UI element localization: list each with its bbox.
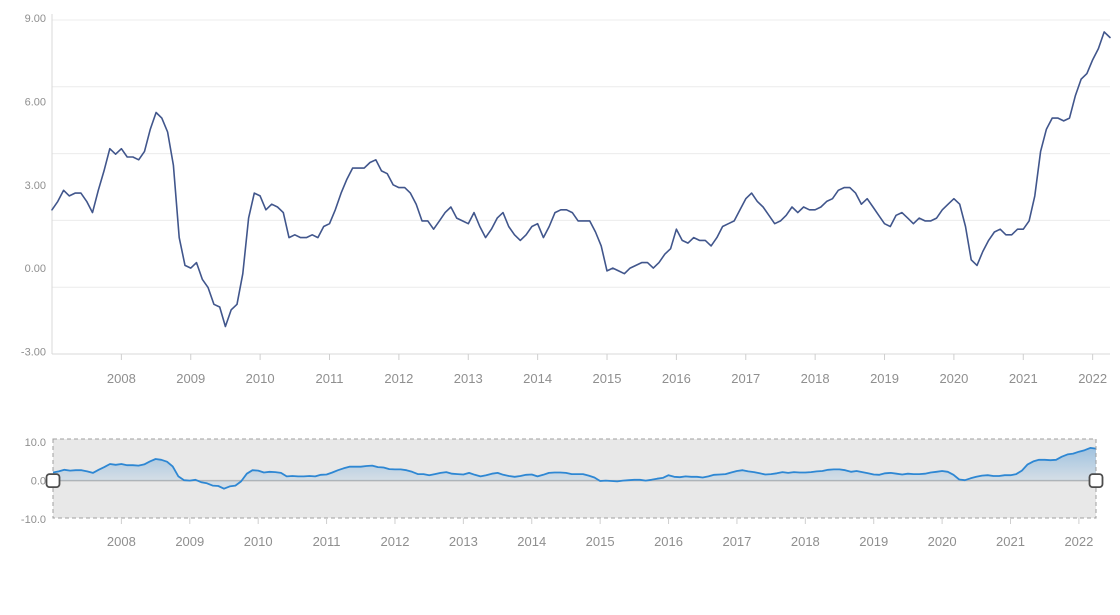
navigator-y-tick-label: -10.0 xyxy=(21,514,46,526)
x-axis-year-label: 2014 xyxy=(523,371,552,386)
x-axis-year-label: 2017 xyxy=(731,371,760,386)
navigator-year-label: 2010 xyxy=(244,534,273,549)
navigator-handles[interactable] xyxy=(45,473,1104,489)
navigator-scrollbar[interactable] xyxy=(52,438,1097,519)
navigator-year-label: 2021 xyxy=(996,534,1025,549)
x-axis-year-label: 2022 xyxy=(1078,371,1107,386)
x-axis-year-label: 2009 xyxy=(176,371,205,386)
main-chart-y-axis-labels: 9.00 6.00 3.00 0.00 -3.00 xyxy=(21,13,46,358)
main-chart-line-series xyxy=(51,31,1111,328)
main-chart-gridlines xyxy=(52,19,1110,355)
x-axis-year-label: 2013 xyxy=(454,371,483,386)
main-plot-area[interactable] xyxy=(52,20,1110,354)
x-axis-year-label: 2008 xyxy=(107,371,136,386)
navigator-line xyxy=(52,447,1097,490)
navigator-year-label: 2014 xyxy=(517,534,546,549)
navigator-left-handle[interactable] xyxy=(45,473,61,489)
navigator-y-axis-labels: 10.0 0.0 -10.0 xyxy=(21,437,46,526)
y-axis-tick-label: 6.00 xyxy=(25,96,46,108)
x-axis-year-label: 2011 xyxy=(316,371,344,386)
x-axis-year-label: 2020 xyxy=(939,371,968,386)
value-line xyxy=(51,31,1111,328)
y-axis-tick-label: 0.00 xyxy=(25,263,46,275)
navigator-year-label: 2020 xyxy=(928,534,957,549)
navigator-x-axis-labels: 2008 2009 2010 2011 2012 2013 2014 2015 2016 2017… xyxy=(107,518,1093,549)
navigator-year-label: 2016 xyxy=(654,534,683,549)
x-axis-year-label: 2015 xyxy=(593,371,622,386)
main-chart-x-axis-labels: 2008 2009 2010 2011 2012 2013 2014 2015 2016 2017… xyxy=(107,354,1107,386)
x-axis-year-label: 2016 xyxy=(662,371,691,386)
navigator-y-tick-label: 0.0 xyxy=(31,476,46,488)
navigator-y-tick-label: 10.0 xyxy=(25,437,46,449)
navigator-year-label: 2018 xyxy=(791,534,820,549)
y-axis-tick-label: 3.00 xyxy=(25,180,46,192)
navigator-year-label: 2013 xyxy=(449,534,478,549)
x-axis-year-label: 2018 xyxy=(801,371,830,386)
navigator-year-label: 2015 xyxy=(586,534,615,549)
navigator-year-label: 2017 xyxy=(722,534,751,549)
x-axis-year-label: 2010 xyxy=(246,371,275,386)
navigator-border xyxy=(52,438,1097,519)
x-axis-year-label: 2021 xyxy=(1009,371,1038,386)
y-axis-tick-label: -3.00 xyxy=(21,346,46,358)
navigator-year-label: 2019 xyxy=(859,534,888,549)
navigator-area-fill xyxy=(53,447,1096,489)
navigator-year-label: 2012 xyxy=(381,534,410,549)
navigator-year-label: 2008 xyxy=(107,534,136,549)
navigator-right-handle[interactable] xyxy=(1088,473,1104,489)
x-axis-year-label: 2019 xyxy=(870,371,899,386)
y-axis-tick-label: 9.00 xyxy=(25,13,46,25)
navigator-year-label: 2009 xyxy=(175,534,204,549)
navigator-year-label: 2011 xyxy=(313,534,341,549)
navigator-year-label: 2022 xyxy=(1064,534,1093,549)
x-axis-year-label: 2012 xyxy=(384,371,413,386)
